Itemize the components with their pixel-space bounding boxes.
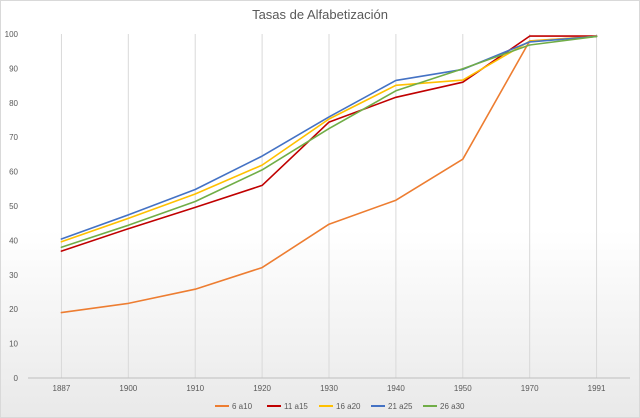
y-tick-label: 10 <box>9 340 18 349</box>
chart-title: Tasas de Alfabetización <box>252 7 388 22</box>
legend: 6 a10 11 a15 16 a20 21 a25 26 a30 <box>215 402 465 411</box>
x-tick-label: 1940 <box>387 384 405 393</box>
series-line-5 <box>60 35 598 249</box>
y-tick-label: 50 <box>9 202 18 211</box>
legend-label: 26 a30 <box>440 402 465 411</box>
legend-label: 6 a10 <box>232 402 253 411</box>
legend-label: 11 a15 <box>284 402 308 411</box>
y-tick-label: 80 <box>9 99 18 108</box>
x-tick-label: 1970 <box>521 384 539 393</box>
grid-layer <box>28 34 630 379</box>
series-line-1 <box>60 35 598 314</box>
y-tick-label: 70 <box>9 133 18 142</box>
y-tick-label: 30 <box>9 271 18 280</box>
x-axis: 1887 1900 1910 1920 1930 1940 1950 1970 1991 <box>53 384 606 393</box>
legend-label: 21 a25 <box>388 402 413 411</box>
y-tick-label: 90 <box>9 64 18 73</box>
legend-label: 16 a20 <box>336 402 361 411</box>
series-layer <box>60 35 598 314</box>
series-line-4 <box>60 35 598 240</box>
x-tick-label: 1991 <box>588 384 606 393</box>
x-tick-label: 1930 <box>320 384 338 393</box>
x-tick-label: 1950 <box>454 384 472 393</box>
x-tick-label: 1920 <box>253 384 271 393</box>
series-line-3 <box>60 35 598 243</box>
y-tick-label: 0 <box>14 374 19 383</box>
y-tick-label: 40 <box>9 236 18 245</box>
x-tick-label: 1887 <box>53 384 71 393</box>
x-tick-label: 1900 <box>119 384 137 393</box>
y-tick-label: 100 <box>5 30 19 39</box>
x-tick-label: 1910 <box>186 384 204 393</box>
y-tick-label: 20 <box>9 305 18 314</box>
y-axis: 0 10 20 30 40 50 60 70 80 90 100 <box>5 30 19 383</box>
y-tick-label: 60 <box>9 168 18 177</box>
